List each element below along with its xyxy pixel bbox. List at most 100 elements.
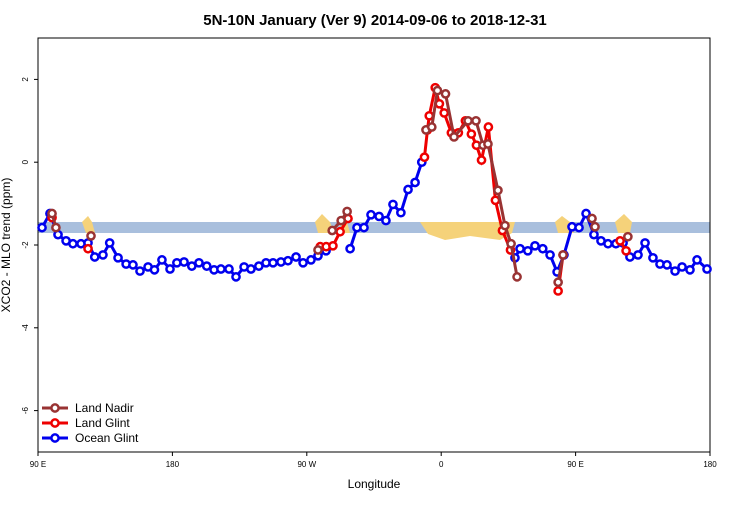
series-line xyxy=(40,161,709,280)
y-tick-label: -2 xyxy=(21,241,30,249)
point xyxy=(466,129,477,139)
y-tick-label: 0 xyxy=(21,159,30,164)
point xyxy=(246,264,256,274)
point xyxy=(381,215,391,226)
point xyxy=(374,211,384,222)
point xyxy=(291,252,301,262)
point xyxy=(83,243,93,254)
point xyxy=(449,132,459,142)
point xyxy=(313,245,323,255)
point xyxy=(424,110,435,121)
legend-marker xyxy=(50,418,60,428)
point xyxy=(692,255,702,265)
point xyxy=(621,245,631,256)
point xyxy=(37,222,47,233)
point xyxy=(702,264,712,274)
point xyxy=(201,261,212,271)
x-tick-label: 180 xyxy=(703,460,717,469)
point xyxy=(366,209,376,220)
x-tick-label: 90 W xyxy=(297,460,316,469)
point xyxy=(68,238,78,249)
x-tick-label: 180 xyxy=(166,460,180,469)
land-mask xyxy=(82,214,632,240)
point xyxy=(403,184,413,195)
point xyxy=(581,208,591,219)
y-tick-label: 2 xyxy=(21,77,30,82)
point xyxy=(512,272,522,282)
point xyxy=(128,260,138,270)
y-tick-label: -6 xyxy=(21,406,30,414)
point xyxy=(342,206,352,217)
land-mask-band xyxy=(38,222,710,233)
chart-title: 5N-10N January (Ver 9) 2014-09-06 to 201… xyxy=(203,12,547,29)
point xyxy=(476,155,487,165)
legend-label: Land Glint xyxy=(75,416,130,430)
point xyxy=(623,231,633,242)
point xyxy=(149,264,160,275)
point xyxy=(439,108,450,118)
point xyxy=(558,250,568,260)
point xyxy=(553,277,563,288)
point xyxy=(231,272,241,282)
point xyxy=(336,215,346,226)
point xyxy=(530,240,540,251)
point xyxy=(432,85,443,96)
legend-marker xyxy=(50,403,60,413)
point xyxy=(51,222,61,233)
point xyxy=(327,225,338,236)
point xyxy=(685,264,695,275)
point xyxy=(113,252,123,263)
point xyxy=(545,250,555,260)
point xyxy=(463,115,473,126)
point xyxy=(396,207,406,218)
y-axis-label: XCO2 - MLO trend (ppm) xyxy=(0,178,13,313)
point xyxy=(574,222,584,233)
point xyxy=(328,240,338,251)
point xyxy=(615,236,625,246)
point xyxy=(89,252,100,262)
point xyxy=(298,257,308,268)
point xyxy=(648,252,658,263)
point xyxy=(603,238,613,249)
point xyxy=(640,238,650,248)
point xyxy=(104,238,115,248)
point xyxy=(587,213,597,224)
point xyxy=(677,262,687,272)
point xyxy=(86,231,96,241)
point xyxy=(98,250,108,260)
point xyxy=(419,152,430,163)
x-tick-label: 90 E xyxy=(567,460,583,469)
point xyxy=(283,255,293,266)
y-tick-label: -4 xyxy=(21,324,30,332)
point xyxy=(500,220,510,231)
point xyxy=(471,115,481,126)
point xyxy=(426,122,437,132)
point xyxy=(493,185,503,196)
point xyxy=(186,261,197,271)
point xyxy=(553,286,563,296)
point xyxy=(537,243,548,254)
legend-label: Land Nadir xyxy=(75,401,134,415)
point xyxy=(662,260,672,270)
point xyxy=(506,238,516,249)
point xyxy=(410,177,420,188)
legend-marker xyxy=(50,433,60,443)
point xyxy=(515,243,525,254)
point xyxy=(157,255,167,265)
point xyxy=(224,264,234,274)
series-line xyxy=(52,91,628,283)
point xyxy=(135,266,145,276)
point xyxy=(440,89,451,99)
point xyxy=(335,226,345,237)
x-axis-label: Longitude xyxy=(348,477,401,491)
point xyxy=(268,257,278,268)
point xyxy=(483,139,493,149)
legend-label: Ocean Glint xyxy=(75,431,139,445)
point xyxy=(590,221,600,232)
x-tick-label: 90 E xyxy=(30,460,46,469)
point xyxy=(388,199,398,210)
point xyxy=(194,257,204,268)
point xyxy=(47,208,57,219)
point xyxy=(179,257,189,267)
point xyxy=(633,250,643,260)
